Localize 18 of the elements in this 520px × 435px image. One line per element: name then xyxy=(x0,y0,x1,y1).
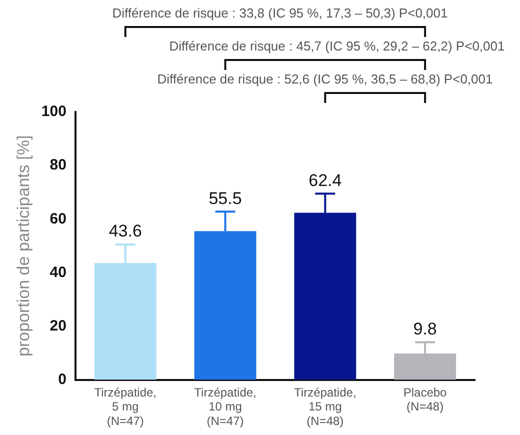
y-tick-label: 60 xyxy=(50,210,66,228)
text: Différence de risque : 45,7 (IC 95 %, 29,2 – 62,2) P<0,001 xyxy=(169,38,505,54)
text: Différence de risque : 33,8 (IC 95 %, 17,3 – 50,3) P<0,001 xyxy=(112,6,448,21)
text: Différence de risque : 52,6 (IC 95 %, 36,5 – 68,8) P<0,001 xyxy=(157,72,493,87)
y-axis-title: proportion de participants [%] xyxy=(14,135,33,356)
y-tick-label: 20 xyxy=(50,317,66,334)
y-tick-label: 100 xyxy=(41,103,66,120)
y-tick-label: 40 xyxy=(50,264,66,281)
data-label: 43.6 xyxy=(108,222,142,241)
y-tick-label: 80 xyxy=(50,156,66,174)
x-tick-label: Tirzépatide, 10 mg (N=47) xyxy=(194,385,256,428)
data-label: 9.8 xyxy=(413,319,437,338)
data-label: 62.4 xyxy=(308,170,342,190)
x-tick-label: Tirzépatide, 15 mg (N=48) xyxy=(294,385,356,428)
x-tick-label: Placebo (N=48) xyxy=(403,385,448,414)
x-tick-label: Tirzépatide, 5 mg (N=47) xyxy=(94,385,156,428)
y-tick-label: 0 xyxy=(58,370,66,388)
data-label: 55.5 xyxy=(208,188,242,208)
